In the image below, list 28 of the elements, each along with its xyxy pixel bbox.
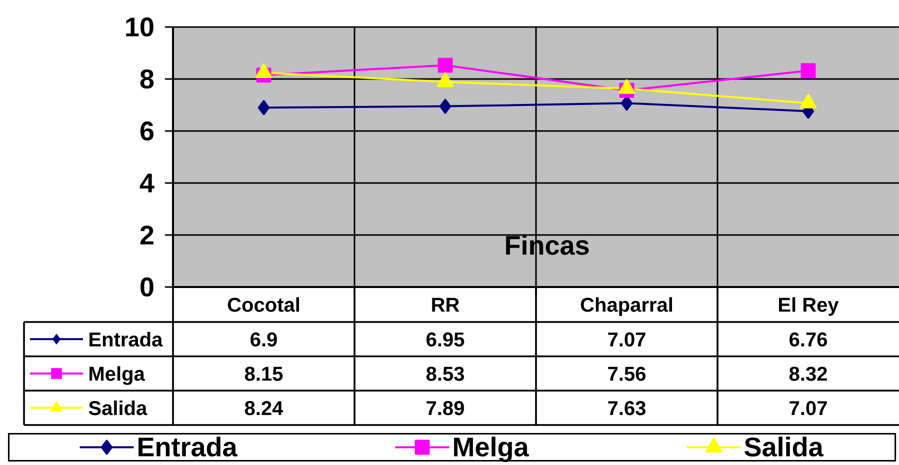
y-tick-label: 4 xyxy=(140,174,154,192)
x-tick-label: El Rey xyxy=(779,297,839,316)
x-tick-label: RR xyxy=(432,298,460,312)
data-label: 7.89 xyxy=(426,401,464,416)
data-label: 7.63 xyxy=(608,401,646,416)
data-label: 6.9 xyxy=(250,332,277,347)
data-label: 8.24 xyxy=(244,401,284,416)
data-label: 7.07 xyxy=(790,401,827,416)
y-tick-label: 2 xyxy=(140,226,154,244)
data-label: 7.07 xyxy=(608,332,646,347)
x-tick-label: Cocotal xyxy=(228,297,300,312)
x-tick-label: Chaparral xyxy=(580,297,672,316)
legend-label: Entrada xyxy=(90,332,163,347)
y-tick-label: 0 xyxy=(140,277,154,297)
text: Melga xyxy=(454,436,529,462)
data-label: 8.15 xyxy=(244,366,283,381)
text: Salida xyxy=(744,436,824,457)
data-label: 8.53 xyxy=(426,366,464,381)
y-tick-label: 10 xyxy=(126,17,154,37)
y-tick-label: 6 xyxy=(140,121,154,141)
data-label: 6.95 xyxy=(426,332,464,347)
y-tick-label: 8 xyxy=(140,69,154,89)
legend-label: Melga xyxy=(90,366,146,385)
data-label: 7.56 xyxy=(608,366,646,381)
legend-label: Salida xyxy=(88,400,148,416)
data-label: 6.76 xyxy=(790,332,827,347)
data-label: 8.32 xyxy=(789,366,827,381)
text: Entrada xyxy=(138,436,238,457)
